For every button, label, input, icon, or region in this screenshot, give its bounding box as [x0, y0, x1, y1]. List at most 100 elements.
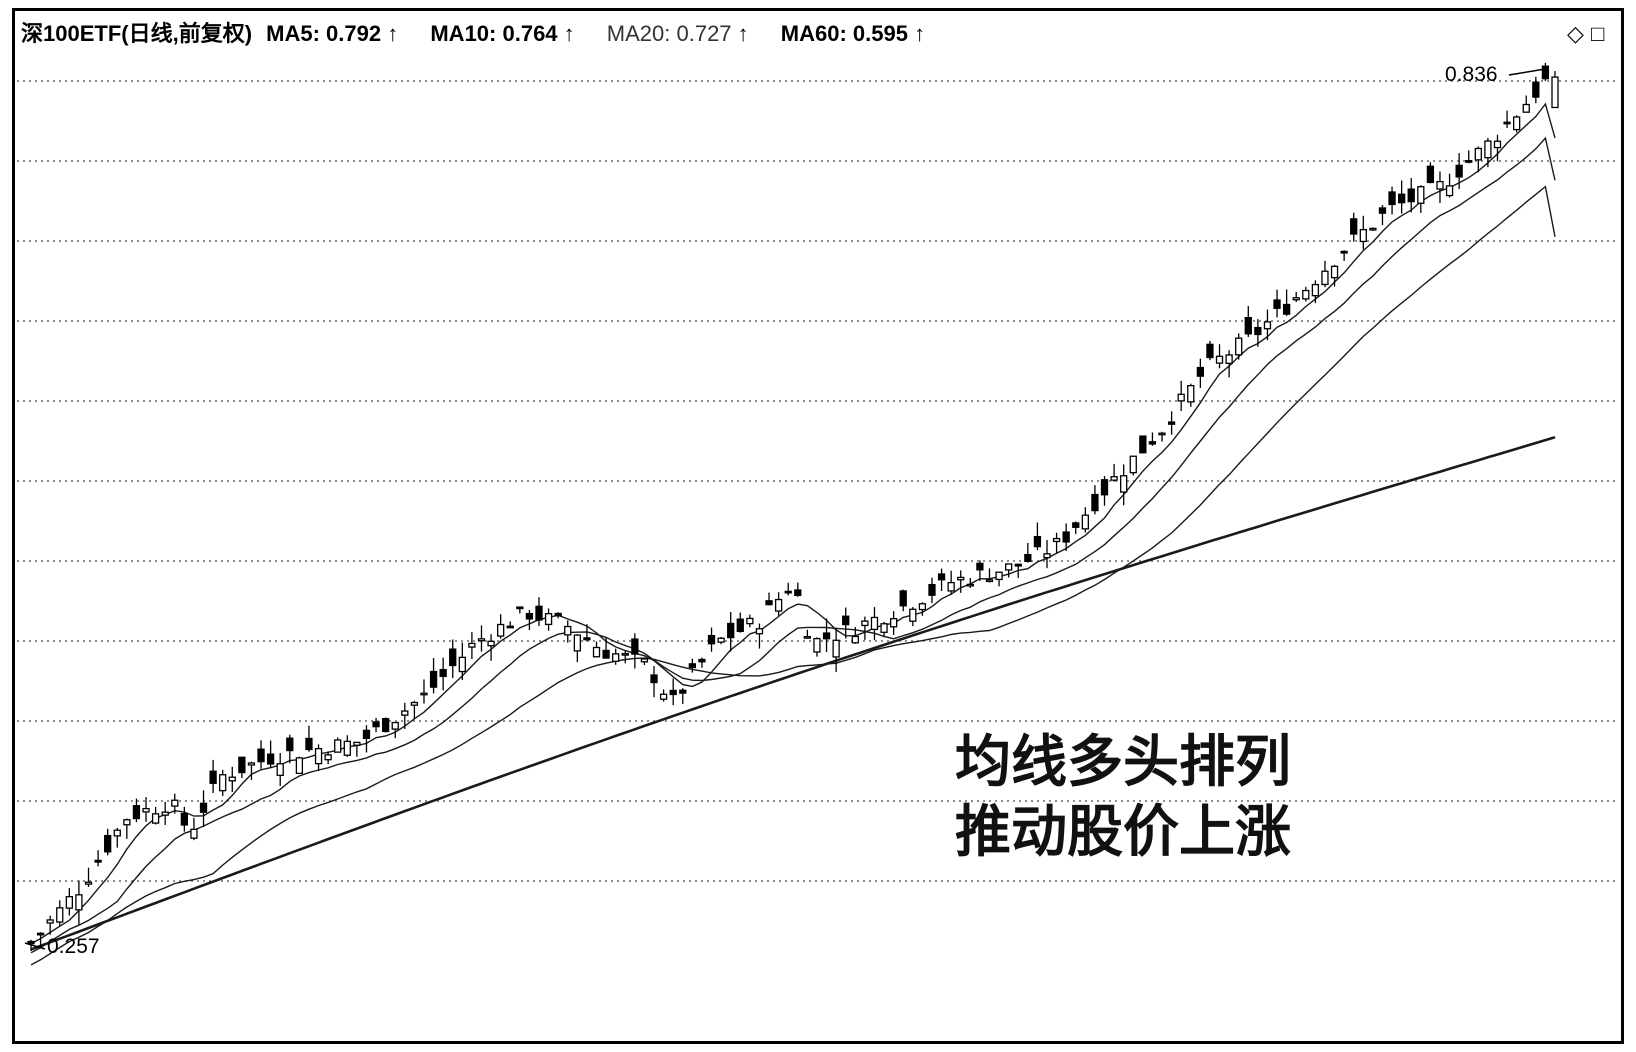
candle-down: [736, 618, 744, 632]
candle-down: [257, 748, 265, 763]
candle-down: [1206, 343, 1214, 359]
candle-up: [468, 642, 476, 648]
candle-down: [238, 756, 246, 774]
candle-down: [1407, 188, 1415, 203]
kline-chart: 深100ETF(日线,前复权) MA5: 0.792 ↑ MA10: 0.764…: [17, 21, 1617, 966]
candle-up: [1522, 103, 1530, 113]
candle-down: [429, 670, 438, 688]
candle-up: [966, 583, 974, 587]
candle-down: [937, 573, 946, 581]
candle-up: [746, 617, 754, 625]
candle-up: [420, 692, 428, 696]
candle-down: [381, 718, 390, 733]
candle-up: [142, 807, 150, 813]
candle-down: [631, 638, 639, 655]
candle-up: [190, 828, 198, 839]
candle-up: [353, 741, 361, 746]
ma10-line-group: [30, 136, 1556, 954]
candle-down: [305, 737, 313, 751]
candle-up: [497, 623, 505, 637]
ma60-line-group: [30, 436, 1556, 951]
ma20-line: [30, 185, 1556, 966]
candle-up: [832, 639, 840, 658]
ma20-legend: MA20: 0.727: [607, 21, 732, 46]
candle-down: [1167, 421, 1176, 425]
candle-up: [957, 576, 965, 581]
candle-down: [1350, 218, 1358, 235]
candle-up: [458, 656, 466, 673]
candle-up: [870, 616, 879, 631]
candle-up: [314, 748, 323, 765]
candle-down: [1455, 164, 1463, 178]
svg-text:深100ETF(日线,前复权) MA5: 0.7: 深100ETF(日线,前复权) MA5: 0.792 ↑ MA10: 0.764…: [21, 21, 925, 46]
candle-up: [46, 919, 54, 924]
ma5-legend: MA5: 0.792: [266, 21, 381, 46]
candle-up: [1177, 393, 1185, 402]
candle-up: [659, 693, 668, 700]
series-title: 深100ETF(日线,前复权): [21, 21, 252, 46]
window-icon[interactable]: □: [1591, 21, 1604, 46]
candle-down: [1340, 250, 1348, 254]
candle-up: [401, 710, 409, 716]
candle-down: [209, 770, 217, 784]
candle-up: [84, 881, 93, 885]
candle-down: [650, 674, 658, 684]
candle-up: [1215, 355, 1224, 364]
candle-down: [1091, 493, 1099, 512]
candle-down: [1273, 299, 1281, 309]
candle-up: [889, 618, 898, 628]
candle-up: [621, 652, 629, 656]
candle-down: [765, 600, 773, 606]
candle-down: [1282, 303, 1291, 315]
candle-down: [794, 589, 802, 597]
candle-up: [1081, 514, 1089, 530]
ma5-arrow-icon: ↑: [387, 21, 398, 46]
candle-down: [199, 802, 208, 813]
candle-down: [822, 632, 831, 640]
candle-down: [1378, 207, 1387, 214]
candle-up: [1474, 147, 1482, 161]
high-price-pointer: [1508, 68, 1546, 76]
candle-up: [909, 608, 917, 622]
candle-down: [1426, 165, 1435, 184]
diamond-icon[interactable]: ◇: [1567, 21, 1584, 46]
candle-up: [1225, 354, 1233, 364]
candle-up: [640, 658, 649, 663]
candle-up: [861, 620, 869, 627]
candle-down: [1532, 81, 1540, 98]
candle-down: [1397, 193, 1406, 204]
candle-up: [343, 740, 351, 756]
candle-down: [688, 663, 697, 669]
candle-up: [391, 721, 399, 730]
candle-up: [1484, 140, 1492, 159]
candle-up: [276, 763, 284, 776]
candle-up: [573, 634, 581, 652]
candle-down: [928, 583, 936, 596]
candle-up: [477, 638, 486, 642]
candle-up: [947, 581, 955, 592]
ma10-line: [30, 136, 1556, 954]
candle-up: [755, 628, 764, 635]
candle-up: [171, 799, 179, 807]
annotation-line-1: 均线多头排列: [955, 730, 1291, 793]
ma60-arrow-icon: ↑: [914, 21, 925, 46]
candle-up: [803, 636, 812, 639]
candle-up: [1302, 289, 1310, 300]
candle-down: [535, 605, 543, 621]
candle-down: [94, 859, 102, 863]
candle-up: [161, 811, 169, 816]
candle-up: [774, 598, 783, 612]
candle-up: [813, 637, 821, 653]
candle-up: [1005, 563, 1013, 571]
candle-down: [104, 834, 112, 853]
candle-down: [36, 932, 45, 936]
candle-down: [372, 721, 380, 728]
low-price-label: 0.257: [47, 935, 100, 958]
candle-down: [439, 668, 447, 678]
candle-down: [679, 689, 687, 694]
annotation-line-2: 推动股价上涨: [955, 800, 1291, 863]
high-price-label: 0.836: [1445, 63, 1498, 86]
candle-down: [516, 606, 524, 610]
candles: [27, 62, 1559, 951]
candle-up: [1513, 116, 1521, 131]
